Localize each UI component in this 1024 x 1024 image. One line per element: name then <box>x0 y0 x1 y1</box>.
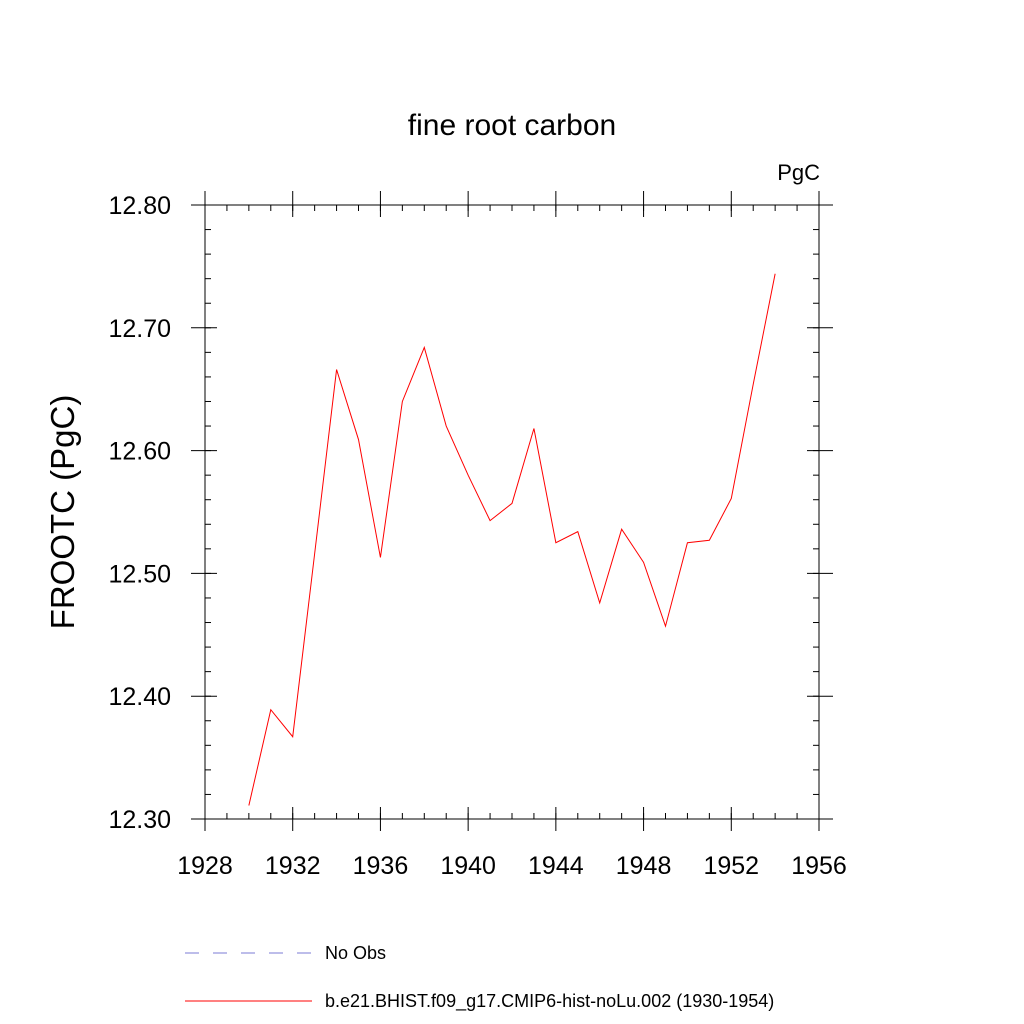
x-tick-labels: 1928 1932 1936 1940 1944 1948 1952 1956 <box>177 852 847 880</box>
y-tick-label: 12.40 <box>108 683 171 711</box>
y-tick-label: 12.30 <box>108 806 171 834</box>
x-tick-label: 1952 <box>703 852 759 880</box>
legend: No Obs b.e21.BHIST.f09_g17.CMIP6-hist-no… <box>185 943 774 1012</box>
y-tick-label: 12.60 <box>108 438 171 466</box>
y-tick-label: 12.70 <box>108 315 171 343</box>
x-tick-label: 1940 <box>440 852 496 880</box>
legend-label-no-obs: No Obs <box>325 943 386 963</box>
x-tick-label: 1932 <box>265 852 321 880</box>
series-line <box>248 273 776 806</box>
chart-title: fine root carbon <box>408 109 616 142</box>
x-tick-label: 1936 <box>353 852 409 880</box>
y-tick-labels: 12.30 12.40 12.50 12.60 12.70 12.80 <box>108 192 171 834</box>
plot-frame <box>204 204 820 820</box>
legend-label-model-run: b.e21.BHIST.f09_g17.CMIP6-hist-noLu.002 … <box>325 991 774 1012</box>
y-axis-label: FROOTC (PgC) <box>44 395 81 630</box>
x-tick-label: 1944 <box>528 852 584 880</box>
minor-ticks <box>204 204 820 820</box>
units-label: PgC <box>777 160 820 185</box>
y-tick-label: 12.50 <box>108 560 171 588</box>
x-tick-label: 1956 <box>791 852 847 880</box>
series-group <box>248 273 776 806</box>
x-tick-label: 1948 <box>616 852 672 880</box>
x-tick-label: 1928 <box>177 852 233 880</box>
major-ticks <box>191 191 833 831</box>
y-tick-label: 12.80 <box>108 192 171 220</box>
